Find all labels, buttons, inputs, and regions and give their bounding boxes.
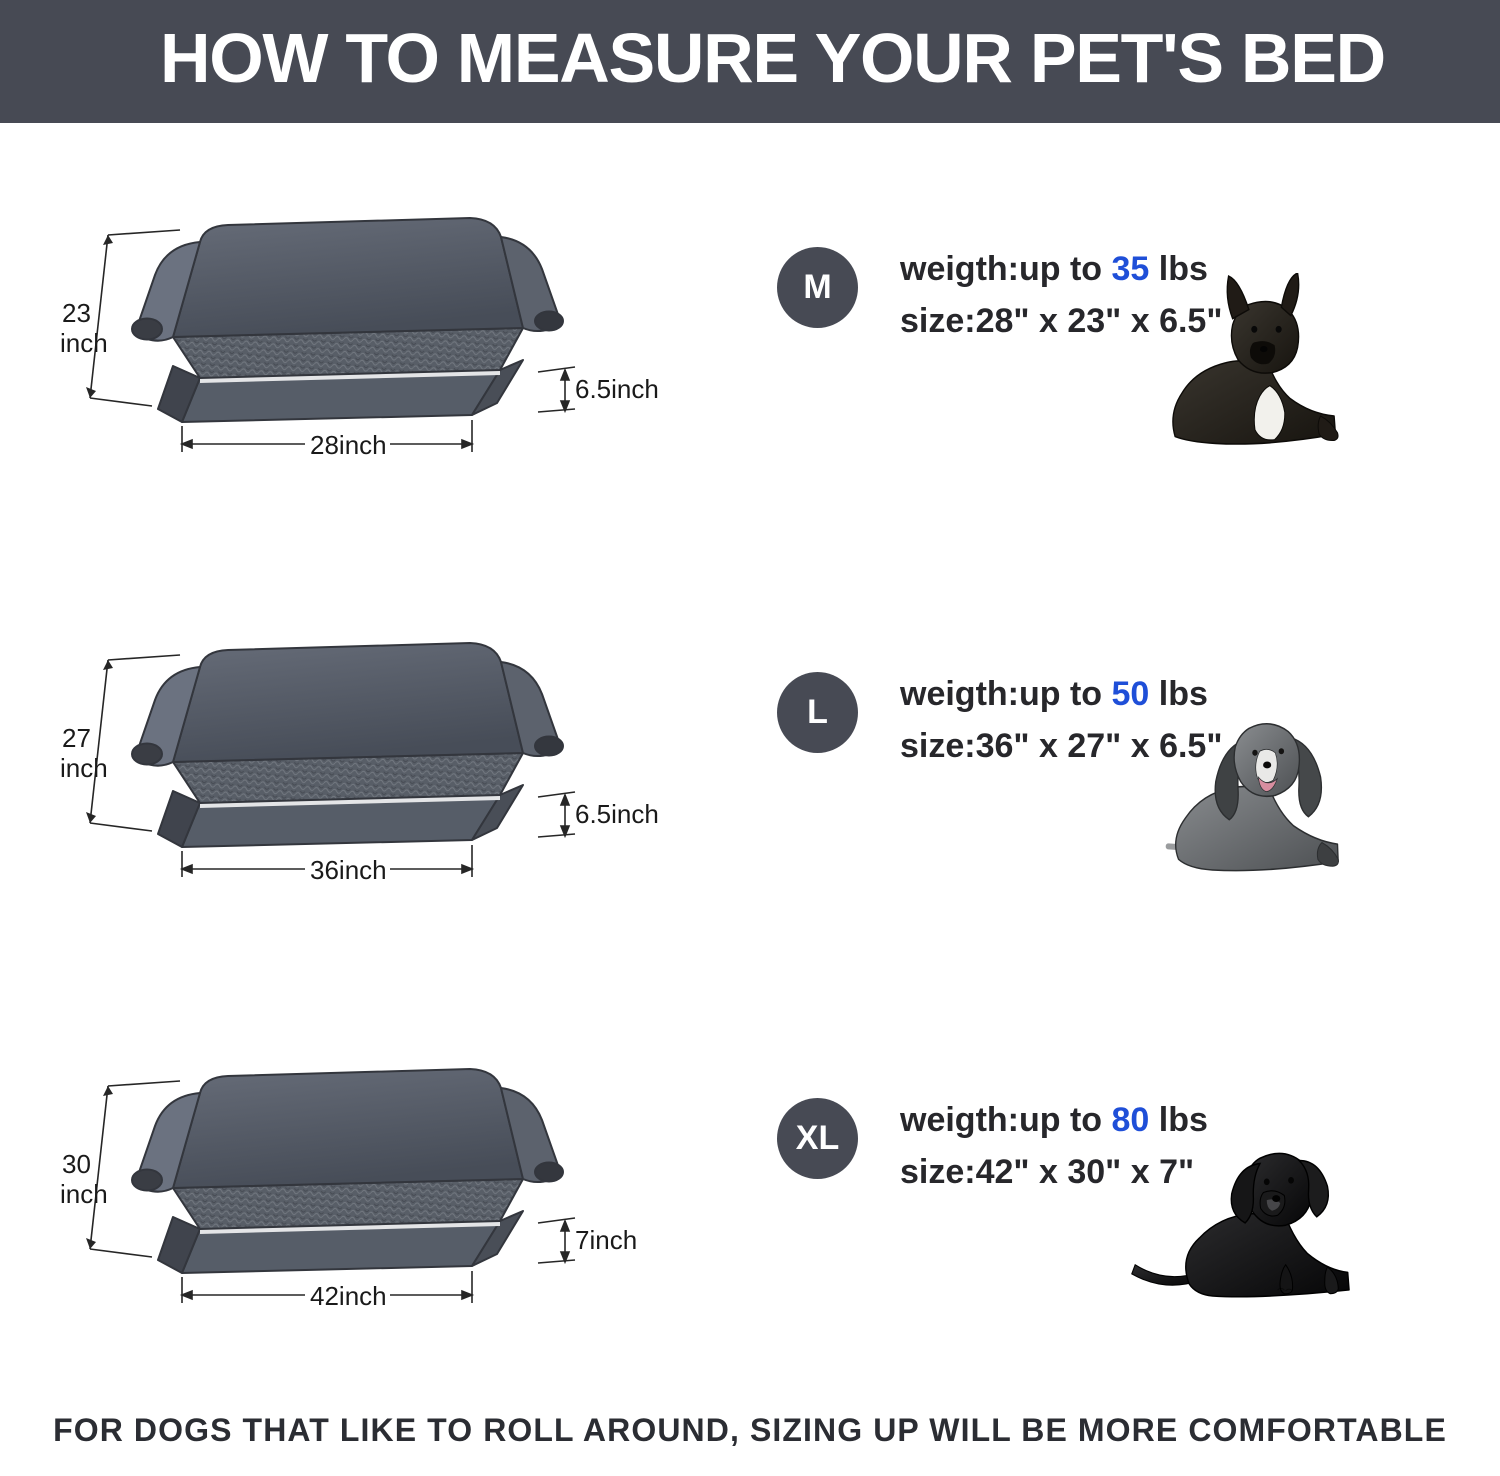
svg-text:6.5inch: 6.5inch (575, 374, 659, 404)
svg-text:27: 27 (62, 723, 91, 753)
svg-text:inch: inch (60, 328, 108, 358)
svg-text:6.5inch: 6.5inch (575, 799, 659, 829)
svg-text:28inch: 28inch (310, 430, 387, 460)
svg-text:inch: inch (60, 1179, 108, 1209)
svg-text:36inch: 36inch (310, 855, 387, 885)
svg-text:23: 23 (62, 298, 91, 328)
svg-text:42inch: 42inch (310, 1281, 387, 1311)
svg-text:7inch: 7inch (575, 1225, 637, 1255)
svg-text:inch: inch (60, 753, 108, 783)
svg-text:30: 30 (62, 1149, 91, 1179)
